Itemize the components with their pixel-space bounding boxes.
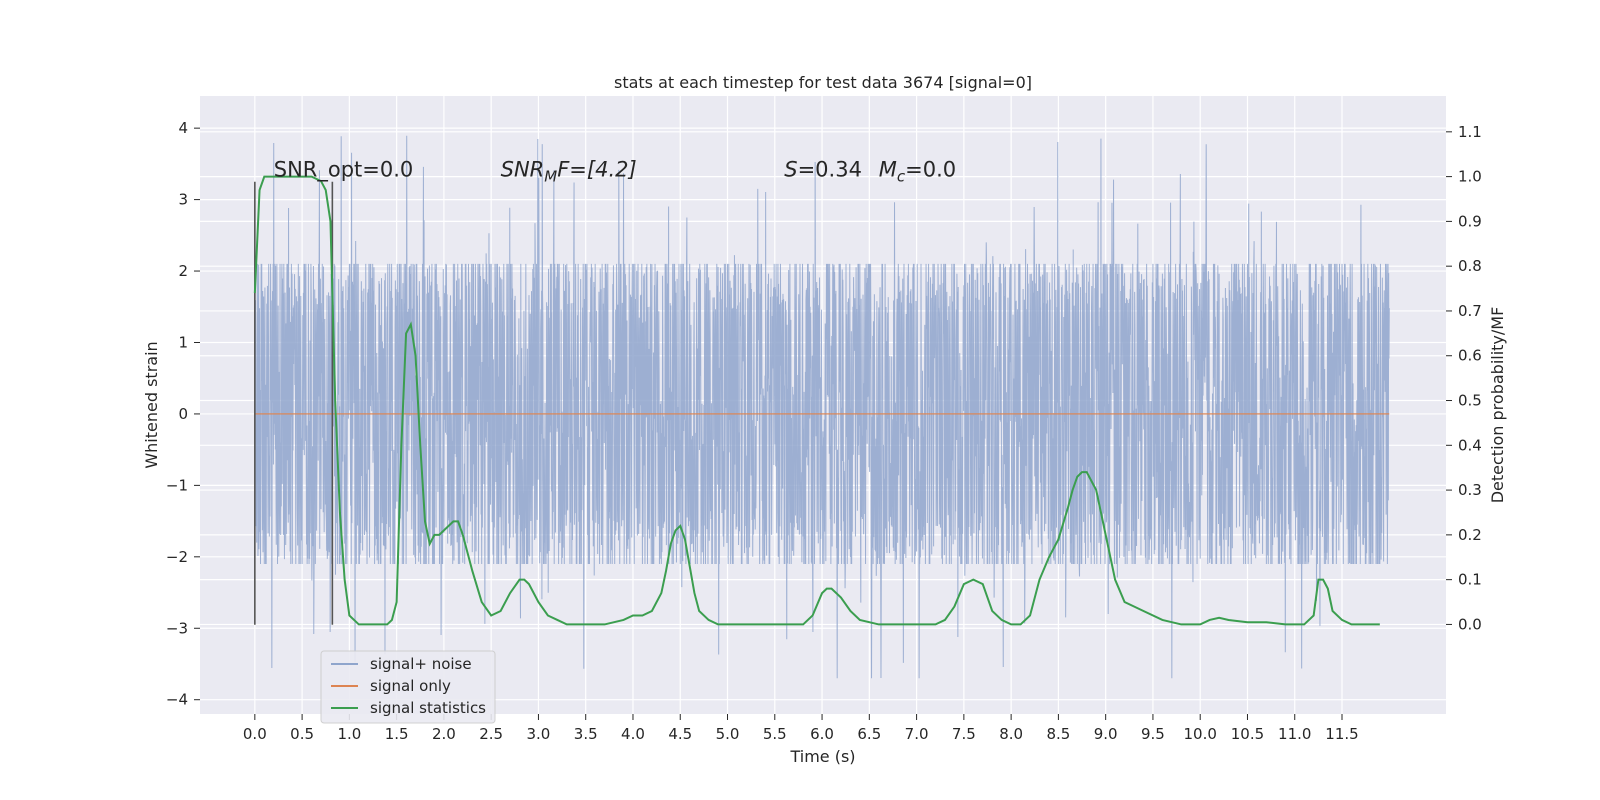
y-tick-label: 2 (178, 262, 188, 280)
annotation-mc-value: =0.0 (905, 158, 956, 182)
y2-tick-label: 0.0 (1458, 615, 1482, 633)
x-tick-label: 3.5 (574, 725, 598, 743)
x-tick-label: 5.0 (716, 725, 740, 743)
x-tick-label: 6.5 (857, 725, 881, 743)
x-axis: 0.0 0.5 1.0 1.5 2.0 2.5 3.0 3.5 4.0 4.5 5.0 5.5 6.0 6… (243, 714, 1359, 743)
x-tick-label: 9.5 (1141, 725, 1165, 743)
y2-tick-label: 0.2 (1458, 526, 1482, 544)
y-tick-label: −4 (166, 691, 188, 709)
y-axis-right: 1.1 1.0 0.9 0.8 0.7 0.6 0.5 0.4 0.3 0.2 0.1 0.0 (1446, 123, 1482, 633)
x-tick-label: 7.0 (905, 725, 929, 743)
y2-tick-label: 0.9 (1458, 212, 1482, 230)
x-tick-label: 9.0 (1094, 725, 1118, 743)
annotation-mc-subscript: c (897, 168, 906, 186)
annotation-snr-mf-main: SNR (501, 158, 545, 182)
legend-label-signal-only: signal only (370, 677, 451, 695)
annotations: SNR_opt=0.0 SNRMF=[4.2] S=0.34 Mc=0.0 (274, 158, 956, 186)
noise-trace (254, 135, 1390, 679)
y-tick-label: −3 (166, 619, 188, 637)
y-tick-label: 1 (178, 333, 188, 351)
legend-label-signal-statistics: signal statistics (370, 699, 486, 717)
x-tick-label: 0.5 (290, 725, 314, 743)
y-tick-label: 0 (178, 405, 188, 423)
y2-tick-label: 0.4 (1458, 436, 1482, 454)
legend-label-signal-plus-noise: signal+ noise (370, 655, 472, 673)
y-axis-left: 4 3 2 1 0 −1 −2 −3 −4 (166, 119, 200, 709)
y-tick-label: −2 (166, 548, 188, 566)
x-tick-label: 1.0 (337, 725, 361, 743)
x-tick-label: 3.0 (527, 725, 551, 743)
y2-tick-label: 0.3 (1458, 481, 1482, 499)
annotation-snr-mf: SNRMF=[4.2] (501, 158, 637, 186)
y-tick-label: 4 (178, 119, 188, 137)
x-tick-label: 0.0 (243, 725, 267, 743)
x-tick-label: 8.5 (1046, 725, 1070, 743)
annotation-mc-symbol: M (879, 158, 897, 182)
y2-axis-label: Detection probability/MF (1488, 307, 1507, 504)
y2-tick-label: 0.8 (1458, 257, 1482, 275)
y2-tick-label: 0.5 (1458, 392, 1482, 410)
y2-tick-label: 0.6 (1458, 347, 1482, 365)
y-axis-label: Whitened strain (142, 341, 161, 468)
x-tick-label: 2.5 (479, 725, 503, 743)
annotation-s: S=0.34 (784, 158, 862, 182)
y2-tick-label: 1.1 (1458, 123, 1482, 141)
annotation-s-symbol: S (784, 158, 797, 182)
annotation-s-value: =0.34 (798, 158, 862, 182)
annotation-snr-mf-value: F=[4.2] (557, 158, 636, 182)
x-tick-label: 6.0 (810, 725, 834, 743)
series-signal-plus-noise (254, 135, 1390, 679)
x-tick-label: 7.5 (952, 725, 976, 743)
chart-title: stats at each timestep for test data 367… (614, 73, 1032, 92)
x-tick-label: 11.5 (1325, 725, 1358, 743)
y2-tick-label: 1.0 (1458, 168, 1482, 186)
y2-tick-label: 0.7 (1458, 302, 1482, 320)
legend-box (320, 650, 496, 724)
annotation-snr-opt: SNR_opt=0.0 (274, 158, 414, 183)
x-tick-label: 2.0 (432, 725, 456, 743)
legend: signal+ noise signal only signal statist… (320, 650, 496, 724)
x-tick-label: 1.5 (385, 725, 409, 743)
x-tick-label: 8.0 (999, 725, 1023, 743)
x-tick-label: 10.0 (1184, 725, 1217, 743)
annotation-mc: Mc=0.0 (879, 158, 956, 186)
x-tick-label: 10.5 (1231, 725, 1264, 743)
x-tick-label: 4.5 (668, 725, 692, 743)
x-tick-label: 5.5 (763, 725, 787, 743)
x-tick-label: 4.0 (621, 725, 645, 743)
series-signal-statistics (253, 175, 1380, 626)
y-tick-label: 3 (178, 191, 188, 209)
y-tick-label: −1 (166, 476, 188, 494)
x-axis-label: Time (s) (789, 747, 855, 766)
annotation-snr-mf-subscript: M (544, 168, 557, 186)
y2-tick-label: 0.1 (1458, 571, 1482, 589)
x-tick-label: 11.0 (1278, 725, 1311, 743)
